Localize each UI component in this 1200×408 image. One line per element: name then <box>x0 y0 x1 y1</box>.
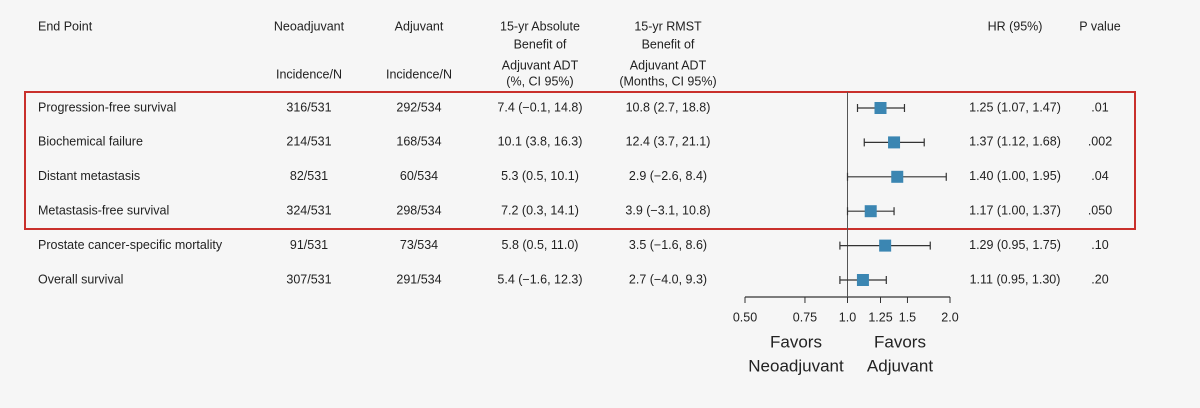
hr-label: 1.37 (1.12, 1.68) <box>969 135 1061 149</box>
end-point: Distant metastasis <box>38 169 140 183</box>
row-header: End Point <box>38 19 93 33</box>
cell: 3.5 (−1.6, 8.6) <box>629 238 707 252</box>
hr-marker <box>864 205 877 218</box>
end-point: Prostate cancer-specific mortality <box>38 238 223 252</box>
cell: 5.3 (0.5, 10.1) <box>501 169 579 183</box>
end-point: Biochemical failure <box>38 135 143 149</box>
hr-marker <box>856 274 869 286</box>
cell: 91/531 <box>290 238 328 252</box>
cell: 307/531 <box>286 272 331 286</box>
cell: 168/534 <box>396 135 441 149</box>
column-header: Neoadjuvant <box>274 19 345 33</box>
cell: 82/531 <box>290 169 328 183</box>
p-value: .10 <box>1091 238 1108 252</box>
x-tick-label: 2.0 <box>941 310 958 324</box>
annotation: Adjuvant <box>867 356 933 375</box>
cell: 292/534 <box>396 100 441 114</box>
x-tick-label: 0.50 <box>733 310 757 324</box>
p-value: .002 <box>1088 135 1112 149</box>
hr-marker <box>891 170 904 183</box>
hr-label: 1.11 (0.95, 1.30) <box>970 272 1061 286</box>
p-header: P value <box>1079 19 1121 33</box>
x-tick-label: 1.25 <box>868 310 892 324</box>
column-subheader: Incidence/N <box>386 67 452 81</box>
cell: 60/534 <box>400 169 438 183</box>
cell: 10.1 (3.8, 16.3) <box>498 135 583 149</box>
cell: 7.2 (0.3, 14.1) <box>501 203 579 217</box>
hr-marker <box>879 239 892 252</box>
cell: 298/534 <box>396 203 441 217</box>
annotation: Favors <box>874 332 926 351</box>
column-header: Adjuvant <box>395 19 444 33</box>
annotation: Favors <box>770 332 822 351</box>
p-value: .050 <box>1088 203 1112 217</box>
hr-label: 1.29 (0.95, 1.75) <box>969 238 1061 252</box>
cell: 2.9 (−2.6, 8.4) <box>629 169 707 183</box>
cell: 324/531 <box>286 203 331 217</box>
highlight-box <box>24 91 1136 230</box>
cell: 214/531 <box>286 135 331 149</box>
cell: 291/534 <box>396 272 441 286</box>
hr-header: HR (95%) <box>988 19 1043 33</box>
cell: 5.8 (0.5, 11.0) <box>502 238 579 252</box>
x-tick-label: 1.5 <box>899 310 916 324</box>
column-header: 15-yr RMST <box>634 19 702 33</box>
cell: 3.9 (−3.1, 10.8) <box>625 203 710 217</box>
hr-label: 1.17 (1.00, 1.37) <box>969 203 1061 217</box>
column-header: Benefit of <box>642 37 695 51</box>
end-point: Overall survival <box>38 272 123 286</box>
x-tick-label: 1.0 <box>839 310 856 324</box>
hr-marker <box>874 102 887 114</box>
column-subheader: Adjuvant ADT <box>502 58 579 72</box>
hr-marker <box>888 136 901 149</box>
cell: 316/531 <box>286 100 331 114</box>
hr-label: 1.25 (1.07, 1.47) <box>969 100 1061 114</box>
p-value: .20 <box>1091 272 1108 286</box>
cell: 7.4 (−0.1, 14.8) <box>497 100 582 114</box>
column-subheader: Adjuvant ADT <box>630 58 707 72</box>
hr-label: 1.40 (1.00, 1.95) <box>969 169 1061 183</box>
p-value: .01 <box>1091 100 1108 114</box>
column-header: 15-yr Absolute <box>500 19 580 33</box>
p-value: .04 <box>1091 169 1108 183</box>
end-point: Metastasis-free survival <box>38 203 169 217</box>
cell: 5.4 (−1.6, 12.3) <box>497 272 582 286</box>
column-subheader: Incidence/N <box>276 67 342 81</box>
column-subheader: (Months, CI 95%) <box>619 74 716 88</box>
end-point: Progression-free survival <box>38 100 176 114</box>
cell: 2.7 (−4.0, 9.3) <box>629 272 707 286</box>
column-subheader: (%, CI 95%) <box>506 74 573 88</box>
cell: 73/534 <box>400 238 438 252</box>
column-header: Benefit of <box>514 37 567 51</box>
cell: 10.8 (2.7, 18.8) <box>626 100 711 114</box>
x-tick-label: 0.75 <box>793 310 817 324</box>
cell: 12.4 (3.7, 21.1) <box>626 135 711 149</box>
annotation: Neoadjuvant <box>748 356 844 375</box>
